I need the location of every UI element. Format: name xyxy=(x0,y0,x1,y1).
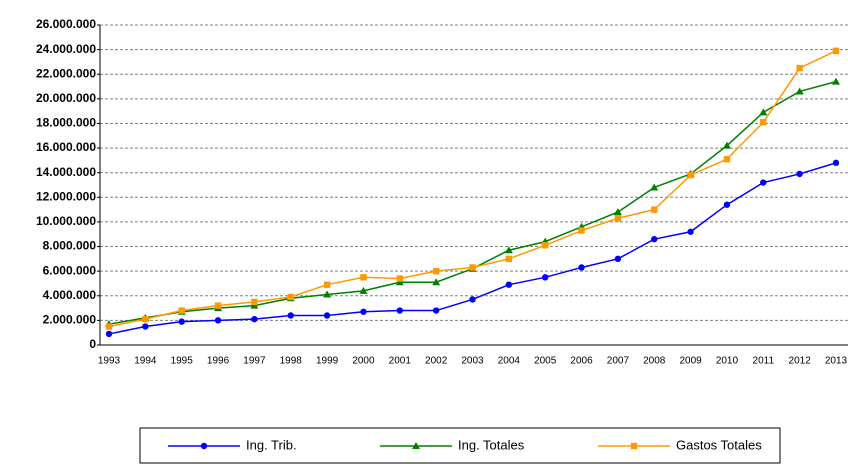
point xyxy=(469,296,476,303)
x-tick-label: 2001 xyxy=(389,356,412,367)
point xyxy=(287,312,294,319)
point xyxy=(578,227,585,234)
point xyxy=(432,307,440,314)
x-tick-label: 2013 xyxy=(825,356,848,367)
point xyxy=(504,246,513,254)
x-tick-label: 2003 xyxy=(461,356,484,367)
y-tick-label: 10.000.000 xyxy=(36,214,96,228)
x-tick-label: 2012 xyxy=(789,356,812,367)
point xyxy=(287,293,294,301)
legend-marker xyxy=(412,442,420,449)
point xyxy=(178,307,185,314)
point xyxy=(323,290,332,298)
point xyxy=(542,274,549,281)
point xyxy=(396,307,403,314)
x-tick-label: 2000 xyxy=(352,356,375,367)
x-tick-label: 1997 xyxy=(243,356,266,367)
x-tick-label: 1995 xyxy=(171,356,194,367)
point xyxy=(359,286,368,294)
legend-marker xyxy=(200,442,208,450)
y-tick-label: 0 xyxy=(89,337,96,351)
point xyxy=(613,208,622,216)
point xyxy=(432,267,440,275)
point xyxy=(687,228,694,235)
y-tick-label: 12.000.000 xyxy=(36,189,96,203)
point xyxy=(505,281,513,288)
point xyxy=(323,312,331,319)
point xyxy=(360,274,367,281)
x-tick-label: 2005 xyxy=(534,356,557,367)
point xyxy=(214,302,222,309)
x-tick-label: 1996 xyxy=(207,356,230,367)
x-tick-label: 2006 xyxy=(570,356,593,367)
point xyxy=(432,278,441,286)
point xyxy=(105,330,113,338)
point xyxy=(105,323,113,330)
point xyxy=(469,264,476,271)
x-tick-label: 2010 xyxy=(716,356,739,367)
legend-label: Ing. Totales xyxy=(458,437,525,452)
legend-label: Gastos Totales xyxy=(676,437,762,452)
y-tick-label: 6.000.000 xyxy=(43,263,97,277)
x-tick-label: 2007 xyxy=(607,356,630,367)
point xyxy=(651,235,658,243)
y-tick-label: 14.000.000 xyxy=(36,165,96,179)
point xyxy=(795,87,804,95)
x-tick-label: 1998 xyxy=(280,356,303,367)
x-tick-label: 1993 xyxy=(98,356,121,367)
point xyxy=(142,323,149,330)
y-tick-label: 18.000.000 xyxy=(36,116,96,130)
point xyxy=(832,77,840,85)
point xyxy=(723,201,731,208)
series-line xyxy=(108,50,837,328)
point xyxy=(650,183,659,191)
point xyxy=(578,264,585,271)
point xyxy=(396,275,403,282)
x-tick-label: 2008 xyxy=(643,356,666,367)
y-tick-label: 2.000.000 xyxy=(43,313,97,327)
point xyxy=(760,179,767,186)
y-tick-label: 26.000.000 xyxy=(36,17,96,31)
point xyxy=(687,171,694,179)
point xyxy=(323,281,331,288)
y-tick-label: 8.000.000 xyxy=(43,239,97,253)
legend-box xyxy=(139,427,781,464)
x-tick-label: 1999 xyxy=(316,356,339,367)
point xyxy=(832,159,840,167)
point xyxy=(832,47,840,55)
point xyxy=(614,255,622,263)
y-tick-label: 24.000.000 xyxy=(36,42,96,56)
point xyxy=(178,318,185,325)
x-tick-label: 1994 xyxy=(134,356,157,367)
point xyxy=(251,315,258,323)
point xyxy=(759,108,768,116)
legend-marker xyxy=(630,442,638,450)
point xyxy=(614,215,622,222)
x-tick-label: 2011 xyxy=(753,356,775,367)
y-tick-label: 4.000.000 xyxy=(43,288,97,302)
point xyxy=(723,155,731,163)
point xyxy=(142,315,149,323)
point xyxy=(651,206,658,213)
y-tick-label: 22.000.000 xyxy=(36,66,96,80)
point xyxy=(214,317,222,324)
x-tick-label: 2004 xyxy=(498,356,521,367)
point xyxy=(760,119,767,126)
y-tick-label: 16.000.000 xyxy=(36,140,96,154)
y-tick-label: 20.000.000 xyxy=(36,91,96,105)
x-tick-label: 2002 xyxy=(425,356,448,367)
legend-label: Ing. Trib. xyxy=(246,437,297,452)
point xyxy=(505,255,513,263)
point xyxy=(251,298,258,306)
point xyxy=(796,64,803,72)
point xyxy=(360,308,367,315)
x-tick-label: 2009 xyxy=(679,356,702,367)
point xyxy=(796,170,803,178)
point xyxy=(722,141,731,149)
point xyxy=(542,242,549,249)
